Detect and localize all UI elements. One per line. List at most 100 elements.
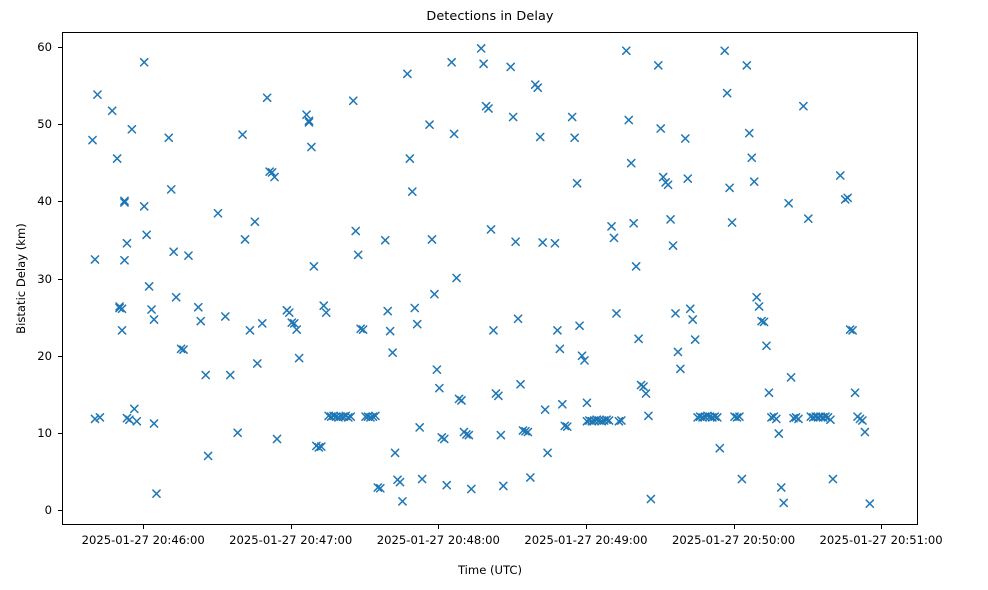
- scatter-point: [850, 388, 860, 398]
- scatter-point: [238, 130, 247, 140]
- scatter-point: [125, 415, 134, 425]
- scatter-point: [835, 171, 845, 180]
- scatter-point: [304, 116, 314, 126]
- scatter-point: [309, 262, 319, 271]
- y-axis-tick-mark: [58, 201, 62, 203]
- scatter-point: [447, 57, 456, 67]
- scatter-point: [129, 404, 139, 414]
- scatter-point: [220, 312, 230, 321]
- scatter-point: [375, 483, 385, 493]
- scatter-point: [144, 282, 154, 291]
- scatter-point: [685, 304, 695, 314]
- y-axis-tick-mark: [58, 278, 62, 280]
- scatter-point: [203, 451, 213, 461]
- scatter-point: [462, 429, 471, 439]
- scatter-point: [666, 215, 675, 224]
- scatter-point: [776, 483, 786, 492]
- scatter-point: [516, 379, 525, 389]
- scatter-point: [171, 292, 181, 302]
- scatter-point: [794, 414, 803, 424]
- x-axis-tick-label: 2025-01-27 20:48:00: [376, 533, 500, 547]
- scatter-point: [580, 356, 589, 365]
- scatter-point: [292, 325, 302, 334]
- scatter-point: [353, 250, 363, 260]
- x-axis-tick-label: 2025-01-27 20:47:00: [229, 533, 353, 547]
- scatter-point: [676, 364, 685, 374]
- scatter-point: [848, 325, 857, 335]
- scatter-point: [179, 345, 188, 354]
- scatter-point: [373, 483, 383, 492]
- scatter-point: [368, 412, 378, 421]
- scatter-point: [348, 96, 358, 106]
- scatter-point: [518, 426, 528, 435]
- scatter-point: [720, 46, 730, 56]
- scatter-point: [430, 289, 439, 299]
- scatter-point: [560, 421, 570, 431]
- scatter-point: [762, 341, 771, 351]
- scatter-point: [380, 235, 390, 245]
- scatter-point: [752, 292, 762, 302]
- scatter-point: [122, 238, 132, 248]
- scatter-point: [127, 124, 137, 134]
- scatter-point: [139, 201, 149, 211]
- scatter-point: [774, 429, 784, 438]
- scatter-point: [592, 415, 602, 425]
- scatter-point: [321, 308, 331, 317]
- scatter-point: [725, 183, 734, 193]
- scatter-point: [764, 388, 774, 398]
- scatter-point: [641, 389, 651, 398]
- scatter-point: [858, 416, 867, 425]
- scatter-point: [184, 251, 193, 260]
- scatter-point: [398, 497, 407, 506]
- scatter-point: [432, 365, 442, 374]
- scatter-point: [245, 325, 255, 335]
- y-axis-tick-label: 10: [37, 425, 52, 440]
- scatter-point: [621, 46, 631, 56]
- scatter-point: [732, 413, 742, 422]
- scatter-point: [139, 57, 149, 67]
- scatter-point: [149, 419, 159, 428]
- scatter-point: [626, 158, 636, 168]
- scatter-point: [550, 238, 560, 248]
- scatter-point: [582, 398, 592, 408]
- scatter-point: [567, 112, 577, 122]
- scatter-point: [351, 226, 361, 236]
- x-axis-label: Time (UTC): [457, 563, 523, 577]
- scatter-point: [267, 168, 277, 177]
- scatter-point: [479, 59, 488, 69]
- scatter-point: [742, 61, 752, 70]
- y-axis-tick-mark: [58, 355, 62, 357]
- scatter-point: [575, 321, 584, 331]
- scatter-point: [703, 411, 712, 421]
- scatter-point: [371, 411, 380, 421]
- scatter-point: [744, 128, 754, 138]
- scatter-point: [95, 413, 105, 422]
- y-axis-tick-label: 20: [37, 348, 52, 363]
- scatter-point: [319, 301, 329, 311]
- scatter-point: [513, 314, 523, 324]
- scatter-point: [826, 415, 835, 425]
- scatter-point: [540, 405, 550, 415]
- scatter-point: [656, 124, 666, 133]
- scatter-point: [90, 414, 100, 424]
- scatter-point: [757, 316, 766, 326]
- scatter-point: [383, 306, 393, 316]
- scatter-point: [88, 135, 97, 145]
- x-axis-tick-label: 2025-01-27 20:50:00: [671, 533, 796, 547]
- scatter-point: [786, 372, 796, 382]
- y-axis-tick-marks: [0, 32, 62, 525]
- scatter-point: [284, 308, 294, 317]
- scatter-point: [747, 153, 757, 163]
- scatter-point: [521, 426, 530, 436]
- scatter-point: [759, 317, 769, 327]
- scatter-point: [671, 309, 680, 318]
- scatter-point: [607, 222, 616, 231]
- scatter-point: [523, 427, 533, 437]
- scatter-point: [634, 334, 643, 344]
- scatter-point: [294, 353, 304, 363]
- scatter-point: [442, 480, 452, 490]
- scatter-point: [316, 442, 326, 452]
- scatter-point: [843, 193, 853, 203]
- scatter-point: [803, 214, 813, 223]
